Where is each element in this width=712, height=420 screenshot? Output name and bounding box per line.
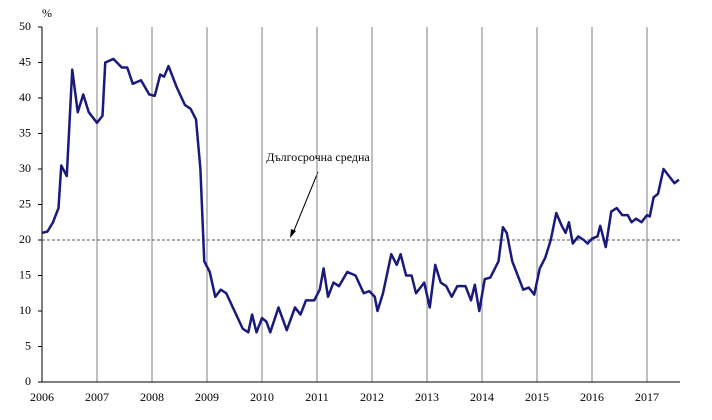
y-tick-label: 25 [19,196,31,210]
y-tick-label: 5 [25,338,31,352]
x-tick-label: 2007 [85,390,109,404]
x-tick-label: 2017 [635,390,659,404]
y-tick-label: 50 [19,19,31,33]
x-tick-label: 2008 [140,390,164,404]
reference-label: Дългосрочна средна [266,150,370,164]
x-tick-label: 2012 [360,390,384,404]
y-tick-label: 30 [19,161,31,175]
y-tick-label: 35 [19,125,31,139]
x-tick-label: 2015 [525,390,549,404]
y-tick-label: 45 [19,54,31,68]
y-tick-label: 40 [19,90,31,104]
data-line [41,57,680,334]
x-tick-label: 2013 [415,390,439,404]
annotation-arrow [292,171,319,234]
y-tick-label: 0 [25,374,31,388]
x-tick-label: 2006 [30,390,54,404]
arrow-head [290,229,296,238]
y-tick-label: 10 [19,303,31,317]
y-tick-label: 20 [19,232,31,246]
x-tick-label: 2016 [580,390,604,404]
y-axis-label: % [42,6,52,20]
x-tick-label: 2010 [250,390,274,404]
x-tick-label: 2011 [305,390,329,404]
x-tick-label: 2014 [470,390,494,404]
y-tick-label: 15 [19,267,31,281]
x-tick-label: 2009 [195,390,219,404]
